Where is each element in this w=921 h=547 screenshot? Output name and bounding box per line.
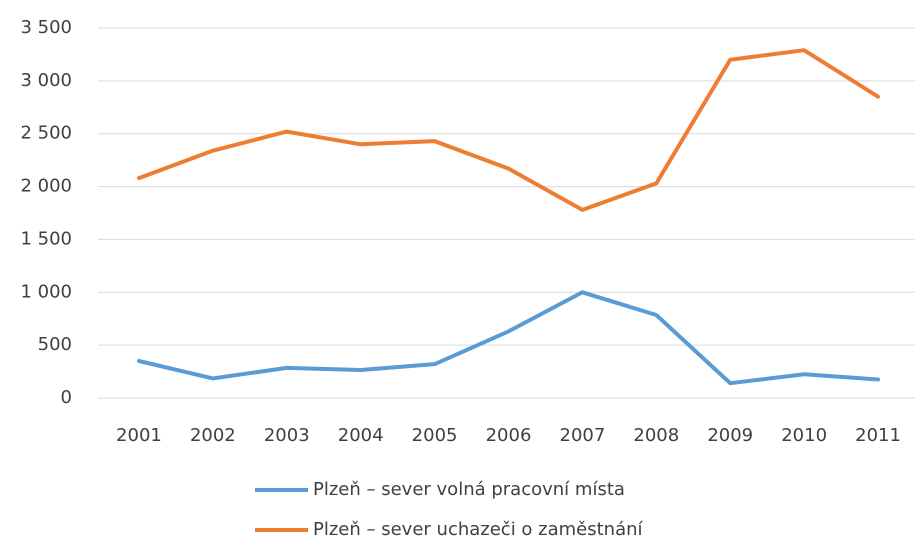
- y-tick-label: 0: [61, 387, 72, 408]
- x-tick-label: 2005: [412, 425, 458, 446]
- x-tick-label: 2006: [486, 425, 532, 446]
- x-tick-label: 2003: [264, 425, 310, 446]
- y-tick-label: 2 000: [20, 176, 72, 197]
- series-line: [136, 290, 881, 386]
- legend-label: Plzeň – sever uchazeči o zaměstnání: [313, 519, 644, 540]
- x-tick-label: 2001: [116, 425, 162, 446]
- legend-label: Plzeň – sever volná pracovní místa: [313, 479, 625, 500]
- x-tick-label: 2011: [855, 425, 901, 446]
- y-tick-label: 3 500: [20, 17, 72, 38]
- y-tick-label: 1 500: [20, 228, 72, 249]
- x-tick-label: 2010: [781, 425, 827, 446]
- x-tick-label: 2002: [190, 425, 236, 446]
- series-line: [136, 48, 881, 212]
- y-tick-label: 500: [38, 334, 72, 355]
- y-tick-label: 2 500: [20, 123, 72, 144]
- x-tick-label: 2004: [338, 425, 384, 446]
- y-tick-label: 3 000: [20, 70, 72, 91]
- x-tick-label: 2008: [633, 425, 679, 446]
- x-tick-label: 2009: [707, 425, 753, 446]
- y-tick-label: 1 000: [20, 281, 72, 302]
- x-tick-label: 2007: [560, 425, 606, 446]
